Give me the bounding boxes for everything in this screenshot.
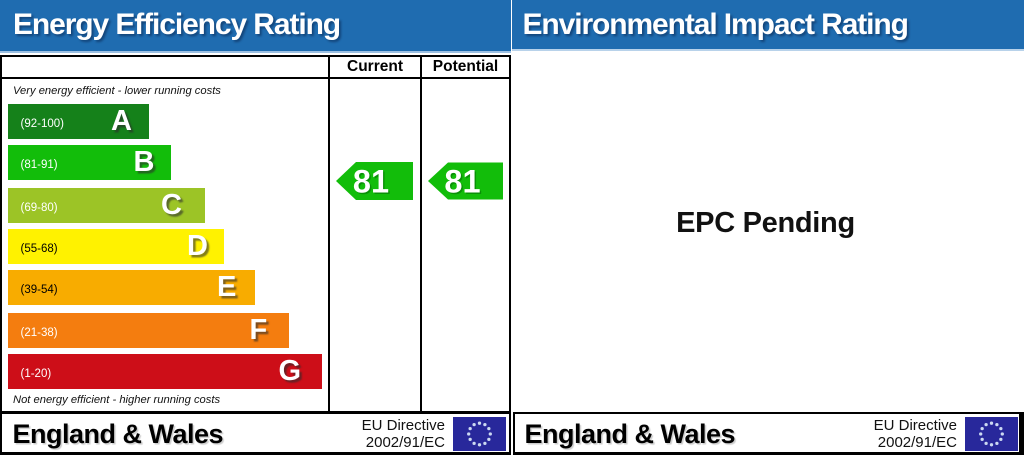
svg-text:81: 81 (354, 165, 390, 201)
svg-text:81: 81 (444, 164, 480, 200)
svg-text:81: 81 (446, 165, 482, 201)
svg-text:81: 81 (353, 164, 389, 200)
